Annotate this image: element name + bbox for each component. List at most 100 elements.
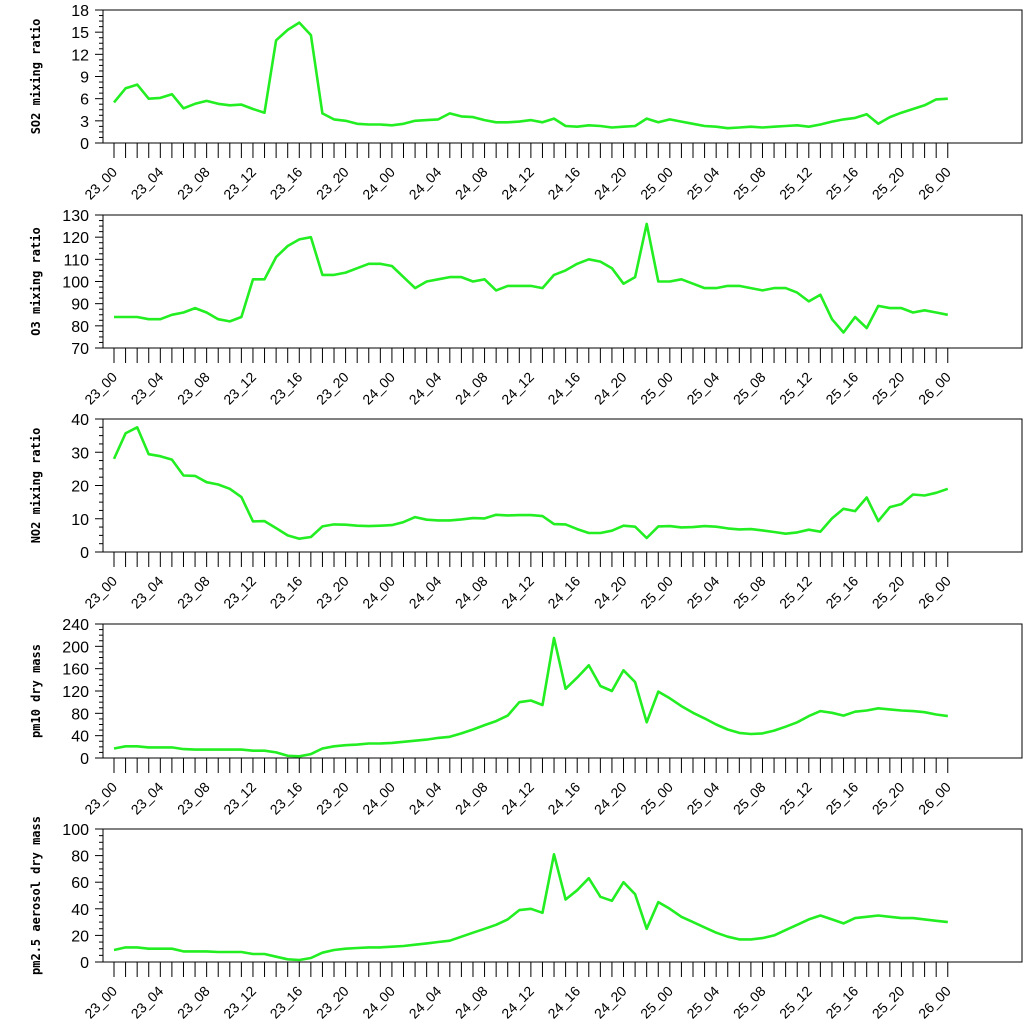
panel-4: 0 40 80 120 160 200 240 pm10 dry mass 23_00 23_04… xyxy=(29,617,1023,818)
x-tick-label: 24_20 xyxy=(591,164,630,203)
x-tick-label: 23_20 xyxy=(313,573,352,612)
series-line xyxy=(114,222,949,334)
x-tick-label: 24_04 xyxy=(406,573,445,612)
x-tick-label: 25_12 xyxy=(776,573,815,612)
y-tick-label: 240 xyxy=(62,617,89,634)
x-tick-label: 23_08 xyxy=(174,779,213,818)
x-tick-label: 24_04 xyxy=(406,983,445,1022)
x-tick-label: 23_12 xyxy=(220,369,259,408)
x-tick-label: 23_00 xyxy=(81,369,120,408)
x-tick-label: 25_08 xyxy=(730,369,769,408)
x-tick-label: 23_12 xyxy=(220,983,259,1022)
panel-1: 0 3 6 9 12 15 18 SO2 mixing ratio 23_00 23_04 23_0… xyxy=(29,3,1023,203)
y-tick-label: 70 xyxy=(71,341,89,358)
x-tick-label: 23_08 xyxy=(174,164,213,203)
x-tick-label: 24_04 xyxy=(406,164,445,203)
y-tick-label: 9 xyxy=(80,70,89,87)
y-tick-label: 100 xyxy=(62,822,89,839)
x-tick-label: 25_04 xyxy=(683,369,722,408)
x-tick-label: 24_04 xyxy=(406,779,445,818)
panel-3: 0 10 20 30 40 NO2 mixing ratio 23_00 23_04 23_08… xyxy=(29,412,1023,612)
x-tick-label: 25_20 xyxy=(869,164,908,203)
x-tick-label: 23_08 xyxy=(174,573,213,612)
x-tick-label: 24_00 xyxy=(359,983,398,1022)
y-tick-label: 20 xyxy=(71,928,89,945)
y-tick-label: 100 xyxy=(62,275,89,292)
x-tick-label: 25_08 xyxy=(730,779,769,818)
x-tick-label: 23_20 xyxy=(313,164,352,203)
series-line xyxy=(113,852,948,962)
x-tick-label: 24_20 xyxy=(591,573,630,612)
y-tick-label: 40 xyxy=(71,902,89,919)
y-tick-label: 3 xyxy=(80,114,89,131)
y-tick-label: 0 xyxy=(80,545,89,562)
x-tick-label: 24_20 xyxy=(591,983,630,1022)
x-tick-label: 24_00 xyxy=(359,779,398,818)
x-tick-label: 24_12 xyxy=(498,369,537,408)
y-tick-label: 90 xyxy=(71,297,89,314)
y-tick-label: 80 xyxy=(71,319,89,336)
x-tick-label: 24_12 xyxy=(498,164,537,203)
x-tick-label: 24_00 xyxy=(359,164,398,203)
x-tick-label: 23_08 xyxy=(174,983,213,1022)
y-tick-label: 15 xyxy=(71,25,89,42)
x-tick-label: 24_20 xyxy=(591,369,630,408)
x-tick-label: 24_16 xyxy=(544,369,583,408)
y-tick-label: 60 xyxy=(71,875,89,892)
x-tick-label: 26_00 xyxy=(915,983,954,1022)
x-tick-label: 23_16 xyxy=(267,573,306,612)
x-tick-label: 24_16 xyxy=(544,983,583,1022)
x-tick-label: 23_00 xyxy=(81,779,120,818)
x-tick-label: 26_00 xyxy=(915,573,954,612)
x-tick-label: 25_00 xyxy=(637,369,676,408)
y-tick-label: 80 xyxy=(71,849,89,866)
x-tick-label: 26_00 xyxy=(915,369,954,408)
y-tick-label: 160 xyxy=(62,662,89,679)
y-axis-label: O3 mixing ratio xyxy=(29,227,43,335)
series-line xyxy=(113,636,948,758)
x-tick-label: 24_16 xyxy=(544,164,583,203)
x-tick-label: 23_00 xyxy=(81,573,120,612)
x-tick-label: 23_20 xyxy=(313,983,352,1022)
x-tick-label: 23_04 xyxy=(128,573,167,612)
plot-frame xyxy=(102,623,1023,759)
x-tick-label: 24_12 xyxy=(498,983,537,1022)
y-tick-label: 40 xyxy=(71,729,89,746)
x-tick-label: 25_12 xyxy=(776,164,815,203)
x-tick-label: 25_16 xyxy=(822,573,861,612)
x-tick-label: 25_12 xyxy=(776,369,815,408)
x-tick-label: 25_04 xyxy=(683,164,722,203)
x-tick-label: 24_12 xyxy=(498,573,537,612)
y-tick-label: 120 xyxy=(62,230,89,247)
x-tick-label: 25_20 xyxy=(869,573,908,612)
y-axis-label: NO2 mixing ratio xyxy=(29,428,43,544)
y-tick-label: 20 xyxy=(71,479,89,496)
x-tick-label: 24_08 xyxy=(452,983,491,1022)
y-tick-label: 110 xyxy=(63,252,89,269)
x-tick-label: 25_08 xyxy=(730,164,769,203)
y-tick-label: 18 xyxy=(71,3,89,20)
series-line xyxy=(112,21,948,130)
x-tick-label: 23_04 xyxy=(128,983,167,1022)
x-tick-label: 24_04 xyxy=(406,369,445,408)
y-tick-label: 120 xyxy=(62,684,89,701)
x-tick-label: 26_00 xyxy=(915,779,954,818)
y-tick-label: 80 xyxy=(71,706,89,723)
y-axis-label: pm2.5 aerosol dry mass xyxy=(29,816,43,975)
x-tick-label: 25_08 xyxy=(730,573,769,612)
y-tick-label: 30 xyxy=(71,445,89,462)
x-tick-label: 23_20 xyxy=(313,779,352,818)
x-tick-label: 23_08 xyxy=(174,369,213,408)
x-tick-label: 23_20 xyxy=(313,369,352,408)
x-tick-label: 25_00 xyxy=(637,573,676,612)
x-tick-label: 23_00 xyxy=(81,164,120,203)
x-tick-label: 25_00 xyxy=(637,779,676,818)
x-tick-label: 23_04 xyxy=(128,779,167,818)
plot-frame xyxy=(102,214,1023,349)
x-tick-label: 25_08 xyxy=(730,983,769,1022)
x-tick-label: 24_16 xyxy=(544,573,583,612)
x-tick-label: 24_00 xyxy=(359,369,398,408)
